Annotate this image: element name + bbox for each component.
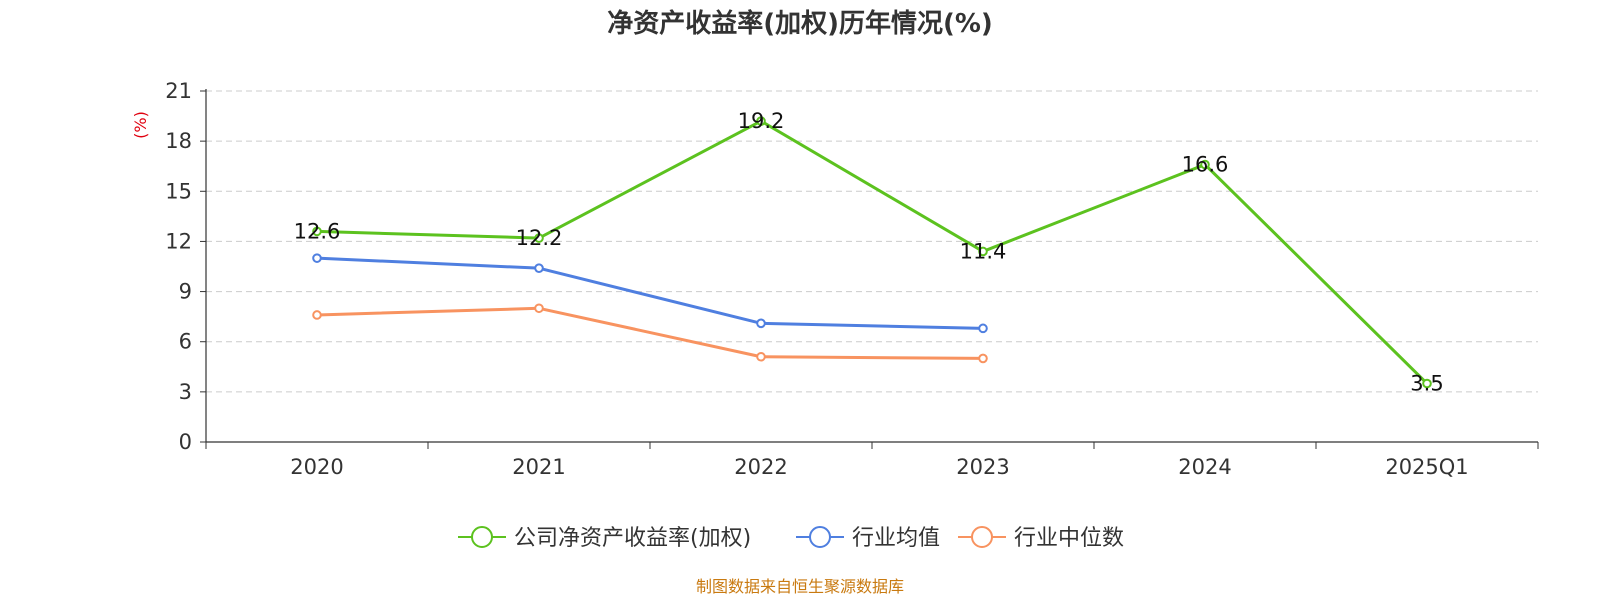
y-tick-label: 12	[165, 229, 192, 253]
data-point[interactable]	[534, 263, 544, 273]
series-lines	[312, 116, 1432, 389]
data-point[interactable]	[534, 303, 544, 314]
data-label: 3.5	[1410, 372, 1443, 396]
y-tick-label: 21	[165, 79, 192, 103]
y-tick-label: 9	[179, 280, 192, 304]
legend[interactable]: 公司净资产收益率(加权) 行业均值 行业中位数	[458, 526, 1124, 551]
legend-label: 行业均值	[852, 526, 940, 551]
legend-label: 公司净资产收益率(加权)	[514, 526, 751, 551]
data-point[interactable]	[312, 226, 322, 237]
series-line-1	[316, 256, 984, 330]
legend-item-1[interactable]: 行业均值	[796, 526, 940, 551]
data-point[interactable]	[312, 253, 322, 263]
data-point[interactable]	[756, 116, 766, 126]
legend-item-0[interactable]: 公司净资产收益率(加权)	[458, 526, 751, 551]
data-point[interactable]	[978, 246, 988, 257]
y-tick-label: 6	[179, 330, 192, 354]
data-label: 12.6	[294, 219, 341, 243]
data-point[interactable]	[978, 323, 988, 334]
y-tick-label: 18	[165, 129, 192, 153]
legend-label: 行业中位数	[1014, 526, 1124, 551]
x-tick-label: 2020	[290, 455, 343, 479]
y-tick-label: 3	[179, 380, 192, 404]
legend-circle-icon	[971, 526, 993, 548]
legend-item-2[interactable]: 行业中位数	[958, 526, 1124, 551]
data-label: 16.6	[1182, 153, 1229, 177]
x-tick-label: 2021	[512, 455, 565, 479]
legend-circle-icon	[809, 526, 831, 548]
data-label: 11.4	[960, 239, 1007, 263]
data-label: 12.2	[516, 226, 563, 250]
data-point[interactable]	[1200, 159, 1210, 170]
y-tick-label: 15	[165, 179, 192, 203]
x-tick-label: 2025Q1	[1385, 455, 1468, 479]
x-tick-label: 2022	[734, 455, 787, 479]
x-tick-label: 2024	[1178, 455, 1231, 479]
series-line-0	[316, 119, 1429, 385]
series-line-2	[316, 306, 984, 360]
data-point[interactable]	[756, 318, 766, 329]
data-point[interactable]	[312, 310, 322, 320]
y-axis-unit-label: (%)	[131, 111, 150, 139]
data-point[interactable]	[978, 353, 988, 364]
chart-title: 净资产收益率(加权)历年情况(%)	[607, 8, 993, 39]
data-point[interactable]	[756, 351, 766, 362]
y-tick-label: 0	[179, 430, 192, 454]
grid-lines	[206, 90, 1538, 393]
x-tick-label: 2023	[956, 455, 1009, 479]
data-source-note: 制图数据来自恒生聚源数据库	[696, 577, 904, 596]
data-point[interactable]	[1422, 378, 1432, 389]
axes: 0 3 6 9 12 15 18 21 2020 2021 2022 2023 2024 2025Q1	[165, 79, 1539, 479]
legend-circle-icon	[471, 526, 493, 548]
data-labels: 12.6 12.2 19.2 11.4 16.6 3.5	[294, 109, 1444, 395]
data-label: 19.2	[738, 109, 785, 133]
data-point[interactable]	[534, 233, 544, 243]
